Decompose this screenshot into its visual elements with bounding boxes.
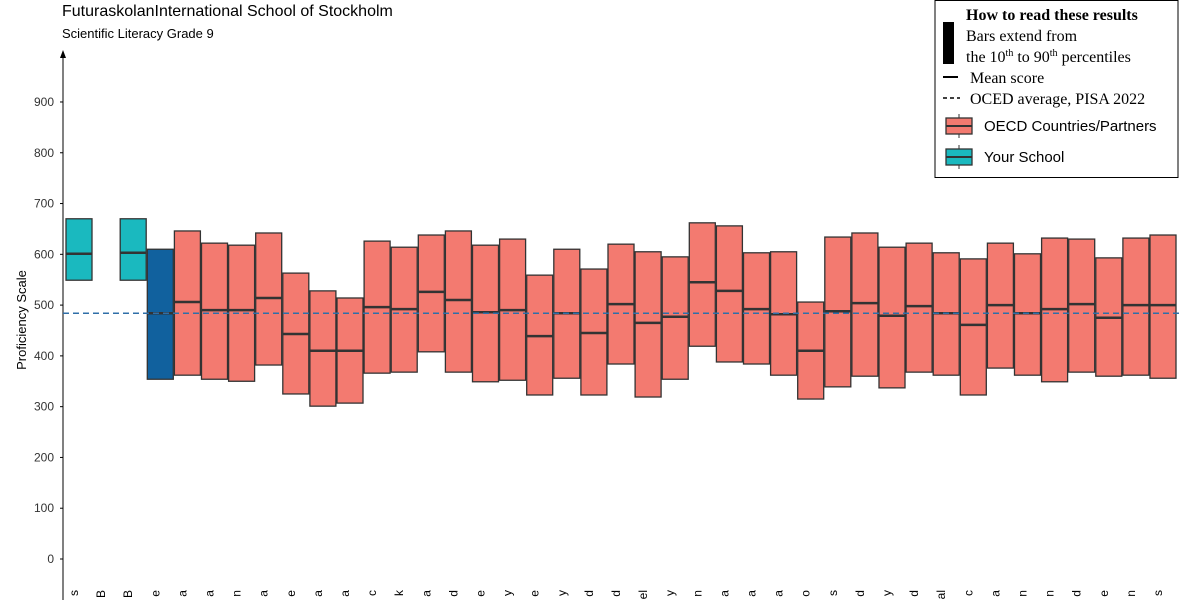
y-tick-label: 700 <box>34 197 54 211</box>
x-tick-label: k <box>392 589 406 596</box>
x-tick-label: a <box>203 590 217 597</box>
x-tick-label: a <box>311 590 325 597</box>
x-tick-label: n <box>1043 590 1057 597</box>
x-tick-label: c <box>365 590 379 596</box>
x-tick-label: d <box>582 590 596 597</box>
chart-subtitle: Scientific Literacy Grade 9 <box>62 26 214 41</box>
bar <box>309 290 337 407</box>
bar <box>227 244 256 382</box>
bar <box>1068 238 1096 373</box>
legend-text: OCED average, PISA 2022 <box>970 91 1145 108</box>
y-tick-label: 200 <box>34 450 54 464</box>
bar <box>65 218 93 281</box>
x-tick-label: y <box>501 590 515 596</box>
legend-text: the 10th to 90th percentiles <box>966 48 1131 66</box>
bar <box>661 256 689 380</box>
legend-title: How to read these results <box>966 7 1138 24</box>
x-tick-label: al <box>934 590 948 599</box>
y-tick-label: 900 <box>34 95 54 109</box>
x-tick-label: B <box>94 590 108 598</box>
bar <box>1013 253 1042 376</box>
chart-title: FuturaskolanInternational School of Stoc… <box>62 3 393 20</box>
x-tick-label: d <box>609 590 623 597</box>
x-tick-label: n <box>1016 590 1030 597</box>
bar <box>878 246 906 389</box>
legend-text: Bars extend from <box>966 28 1078 45</box>
x-tick-label: e <box>284 590 298 597</box>
legend-box <box>934 0 1179 178</box>
x-tick-label: e <box>1097 590 1111 597</box>
bar <box>688 222 716 347</box>
x-tick-label: s <box>826 590 840 596</box>
x-tick-label: a <box>745 590 759 597</box>
x-tick-label: a <box>772 590 786 597</box>
x-tick-label: d <box>907 590 921 597</box>
y-tick-label: 100 <box>34 501 54 515</box>
x-tick-label: a <box>988 590 1002 597</box>
legend-bar-icon <box>943 22 954 64</box>
y-tick-label: 500 <box>34 298 54 312</box>
bar <box>905 242 933 373</box>
x-tick-label: d <box>1070 590 1084 597</box>
bar <box>119 218 147 281</box>
bar <box>417 234 445 353</box>
y-tick-label: 400 <box>34 349 54 363</box>
bar <box>851 232 879 377</box>
bar <box>959 258 987 396</box>
x-tick-label: o <box>799 590 813 597</box>
x-tick-label: y <box>880 590 894 596</box>
x-tick-label: a <box>175 590 189 597</box>
legend-text: the 10 <box>966 49 1006 66</box>
x-tick-label: el <box>636 590 650 599</box>
x-tick-label: n <box>230 590 244 597</box>
x-tick-label: d <box>446 590 460 597</box>
x-tick-label: a <box>338 590 352 597</box>
legend-text: th <box>1006 48 1014 59</box>
x-tick-label: n <box>1124 590 1138 597</box>
legend-text: Mean score <box>970 70 1044 87</box>
legend-text: th <box>1050 48 1058 59</box>
x-tick-label: n <box>690 590 704 597</box>
x-tick-label: y <box>663 590 677 596</box>
bar <box>444 230 473 373</box>
legend-text: to 90 <box>1013 49 1049 66</box>
x-tick-label: B <box>121 590 135 598</box>
bar <box>715 225 744 363</box>
legend: How to read these results Bars extend fr… <box>934 0 1179 178</box>
legend-label: OECD Countries/Partners <box>984 118 1157 135</box>
bar <box>1122 237 1150 376</box>
x-tick-label: a <box>419 590 433 597</box>
x-tick-label: c <box>961 590 975 596</box>
legend-label: Your School <box>984 149 1064 166</box>
y-tick-label: 0 <box>47 552 54 566</box>
y-axis-label: Proficiency Scale <box>14 270 29 370</box>
x-tick-label: a <box>257 590 271 597</box>
x-tick-label: y <box>555 590 569 596</box>
bar <box>634 251 662 398</box>
y-tick-label: 300 <box>34 400 54 414</box>
x-tick-label: e <box>474 590 488 597</box>
axis-arrow <box>60 50 66 58</box>
bar <box>1149 234 1177 379</box>
x-tick-label: s <box>67 590 81 596</box>
x-tick-label: d <box>853 590 867 597</box>
y-tick-label: 600 <box>34 247 54 261</box>
x-tick-label: a <box>717 590 731 597</box>
x-tick-label: e <box>148 590 162 597</box>
x-tick-label: s <box>1151 590 1165 596</box>
legend-text: percentiles <box>1058 49 1131 66</box>
y-tick-label: 800 <box>34 146 54 160</box>
x-tick-label: e <box>528 590 542 597</box>
